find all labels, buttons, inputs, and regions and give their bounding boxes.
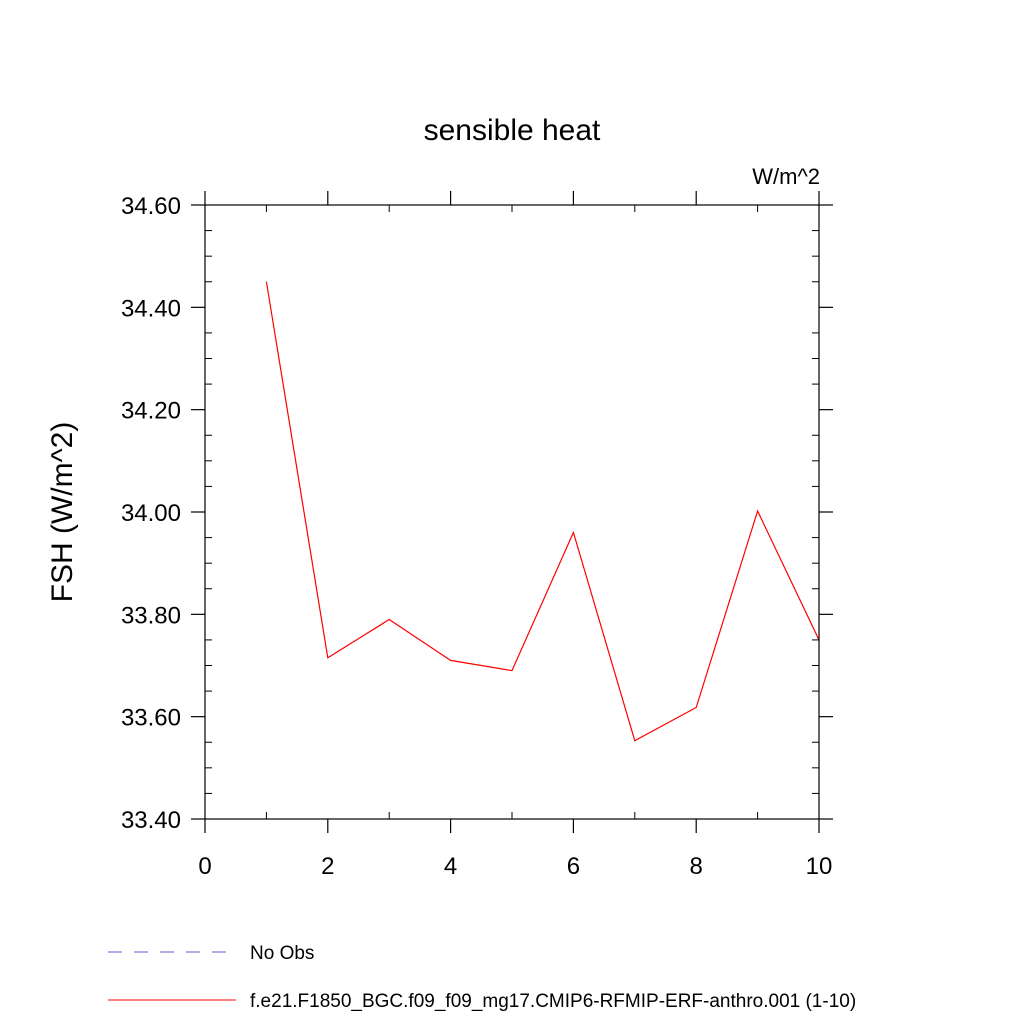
y-tick-label: 34.20 <box>121 398 181 425</box>
series-group <box>265 281 820 742</box>
x-tick-labels: 0 2 4 6 8 10 <box>198 853 832 880</box>
major-ticks <box>191 191 833 833</box>
y-tick-labels: 33.40 33.60 33.80 34.00 34.20 34.40 34.60 <box>121 193 181 834</box>
y-tick-label: 34.60 <box>121 193 181 220</box>
chart-title: sensible heat <box>424 114 601 147</box>
units-label: W/m^2 <box>752 164 820 189</box>
y-axis-label: FSH (W/m^2) <box>46 422 79 603</box>
legend-label: No Obs <box>250 943 314 964</box>
y-tick-label: 33.40 <box>121 807 181 834</box>
series-line <box>265 281 820 742</box>
y-tick-label: 34.00 <box>121 500 181 527</box>
y-tick-label: 33.60 <box>121 705 181 732</box>
y-tick-label: 33.80 <box>121 602 181 629</box>
x-tick-label: 0 <box>198 853 211 880</box>
legend: No Obs f.e21.F1850_BGC.f09_f09_mg17.CMIP6… <box>108 943 856 1012</box>
x-tick-label: 4 <box>444 853 457 880</box>
x-tick-label: 10 <box>806 853 833 880</box>
legend-label: f.e21.F1850_BGC.f09_f09_mg17.CMIP6-RFMIP… <box>250 991 856 1012</box>
x-tick-label: 2 <box>321 853 334 880</box>
y-tick-label: 34.40 <box>121 295 181 322</box>
x-tick-label: 6 <box>567 853 580 880</box>
minor-ticks <box>205 205 819 819</box>
x-tick-label: 8 <box>690 853 703 880</box>
plot-frame <box>204 204 820 820</box>
